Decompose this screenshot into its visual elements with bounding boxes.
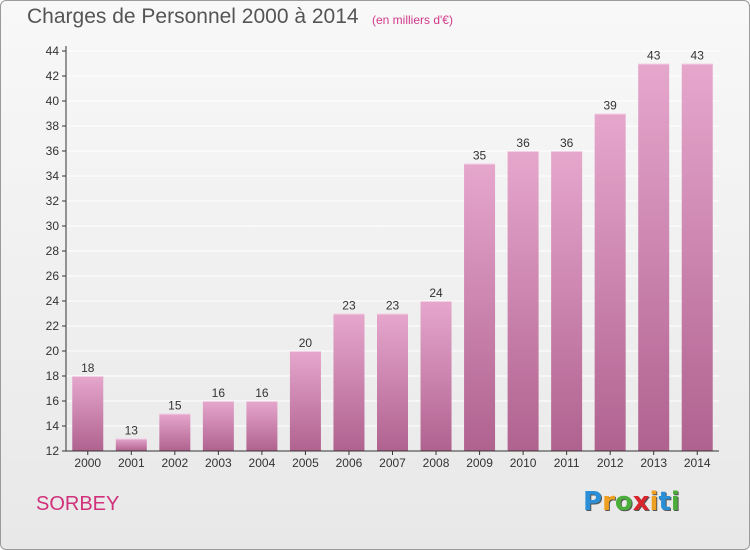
y-tick-label: 26 — [46, 269, 60, 283]
y-tick-label: 14 — [46, 419, 60, 433]
x-tick-label: 2006 — [336, 456, 363, 470]
x-tick-label: 2000 — [74, 456, 101, 470]
y-tick-label: 22 — [46, 319, 60, 333]
bar — [377, 313, 408, 451]
data-label: 35 — [473, 149, 487, 163]
x-tick-label: 2012 — [597, 456, 624, 470]
y-tick-label: 34 — [46, 169, 60, 183]
bar — [289, 351, 321, 451]
bar — [115, 438, 147, 451]
bar — [246, 401, 278, 451]
bar — [507, 151, 539, 451]
y-tick-label: 44 — [46, 44, 60, 58]
y-tick-label: 28 — [46, 244, 60, 258]
x-tick-label: 2003 — [205, 456, 232, 470]
proxiti-logo: Proxiti — [583, 487, 680, 517]
bar — [333, 313, 365, 451]
logo-letter: i — [670, 487, 680, 517]
bar — [638, 63, 670, 451]
logo-letter: i — [649, 487, 659, 517]
y-tick-label: 16 — [46, 394, 60, 408]
logo-letter: o — [614, 487, 633, 517]
bars: 18 13 15 16 16 20 23 23 24 35 36 36 39 43 43 — [72, 49, 713, 451]
data-label: 20 — [299, 336, 313, 350]
bar — [464, 163, 496, 451]
x-tick-label: 2013 — [640, 456, 667, 470]
x-tick-label: 2011 — [554, 456, 580, 470]
data-label: 13 — [125, 424, 139, 438]
data-label: 23 — [386, 299, 400, 313]
logo-letter: r — [602, 487, 615, 517]
y-tick-label: 12 — [46, 444, 60, 458]
chart-subtitle: (en milliers d'€) — [372, 13, 453, 27]
data-label: 23 — [342, 299, 356, 313]
data-label: 18 — [81, 361, 95, 375]
bar — [72, 376, 104, 451]
y-tick-label: 30 — [46, 219, 60, 233]
data-label: 36 — [516, 136, 530, 150]
y-tick-label: 18 — [46, 369, 60, 383]
data-label: 16 — [212, 386, 226, 400]
x-tick-label: 2010 — [510, 456, 537, 470]
y-tick-label: 42 — [46, 69, 60, 83]
data-label: 39 — [603, 99, 617, 113]
bar — [202, 401, 234, 451]
logo-letter: x — [632, 487, 650, 517]
data-label: 15 — [168, 399, 182, 413]
x-tick-label: 2004 — [249, 456, 276, 470]
bar — [551, 151, 583, 451]
x-tick-label: 2008 — [423, 456, 450, 470]
y-tick-label: 32 — [46, 194, 60, 208]
axes: 12 14 16 18 20 22 24 26 28 30 32 34 36 38 40 42 44 2000 20… — [46, 44, 719, 470]
y-tick-label: 20 — [46, 344, 60, 358]
y-tick-label: 38 — [46, 119, 60, 133]
x-tick-label: 2001 — [118, 456, 145, 470]
x-tick-label: 2014 — [684, 456, 711, 470]
x-tick-label: 2002 — [161, 456, 188, 470]
data-label: 36 — [560, 136, 574, 150]
x-tick-label: 2009 — [466, 456, 493, 470]
y-tick-label: 36 — [46, 144, 60, 158]
data-label: 16 — [255, 386, 269, 400]
logo-letter: t — [658, 487, 671, 517]
bar — [594, 113, 626, 451]
bar — [420, 301, 452, 451]
data-label: 24 — [429, 286, 443, 300]
bar — [159, 413, 191, 451]
y-tick-label: 40 — [46, 94, 60, 108]
x-tick-label: 2005 — [292, 456, 319, 470]
y-tick-label: 24 — [46, 294, 60, 308]
data-label: 43 — [691, 49, 705, 63]
logo-letter: P — [583, 487, 603, 517]
bar — [681, 63, 713, 451]
data-label: 43 — [647, 49, 661, 63]
commune-name: SORBEY — [36, 493, 120, 515]
x-tick-label: 2007 — [379, 456, 406, 470]
chart-title: Charges de Personnel 2000 à 2014 — [27, 5, 359, 28]
